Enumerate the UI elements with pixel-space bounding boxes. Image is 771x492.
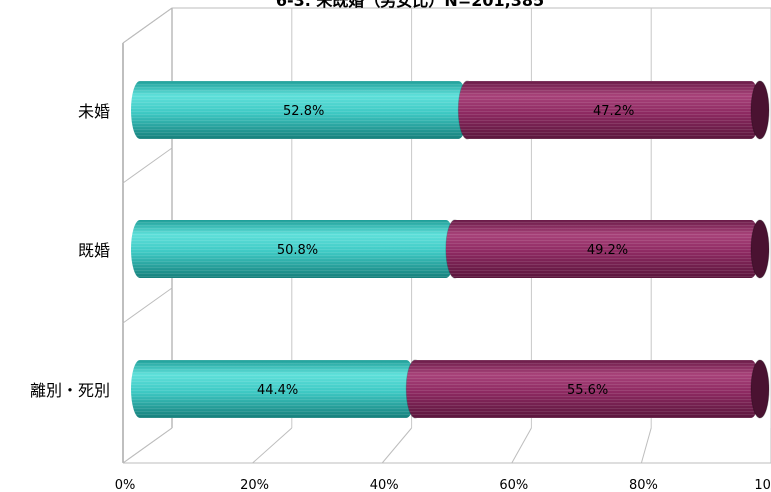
bar-texture [458, 81, 760, 139]
data-label: 49.2% [587, 243, 628, 258]
bar-texture [131, 360, 416, 418]
data-label: 52.8% [283, 104, 324, 119]
floor-gridline [381, 427, 412, 464]
x-tick-label: 100% [754, 478, 771, 492]
floor-gridline [640, 427, 652, 464]
category-boundary [122, 147, 173, 184]
x-tick-label: 20% [240, 478, 269, 492]
bar-end-cap [750, 80, 770, 140]
x-tick-label: 0% [115, 478, 136, 492]
x-tick-labels: 0% 20% 40% 60% 80% 100% [115, 478, 771, 492]
bar-end-cap [750, 359, 770, 419]
category-label: 離別・死別 [30, 381, 110, 400]
floor-grid [122, 427, 771, 464]
x-tick-label: 60% [499, 478, 528, 492]
category-boundary [122, 427, 173, 464]
bar-texture [406, 360, 760, 418]
bar-texture [445, 220, 760, 278]
x-tick-label: 40% [370, 478, 399, 492]
data-label: 50.8% [277, 243, 318, 258]
category-label: 未婚 [78, 102, 110, 121]
data-label: 55.6% [567, 383, 608, 398]
data-label: 47.2% [593, 104, 634, 119]
data-label: 44.4% [257, 383, 298, 398]
bar-texture [131, 220, 455, 278]
chart-title: 6-3. 未既婚（男女比）N=201,385 [276, 0, 544, 10]
bar-end-cap [750, 219, 770, 279]
x-tick-label: 80% [629, 478, 658, 492]
plot-frame [122, 7, 771, 464]
category-boundary [122, 7, 173, 44]
floor-gridline [252, 427, 293, 464]
bars: 52.8% 47.2% 50.8% 49.2% 44.4% 55.6% [131, 80, 770, 419]
bar-texture [131, 81, 468, 139]
floor-gridline [511, 427, 532, 464]
category-label: 既婚 [78, 241, 110, 260]
category-boundary [122, 287, 173, 324]
grid [291, 8, 771, 428]
side-ticks [122, 7, 173, 464]
